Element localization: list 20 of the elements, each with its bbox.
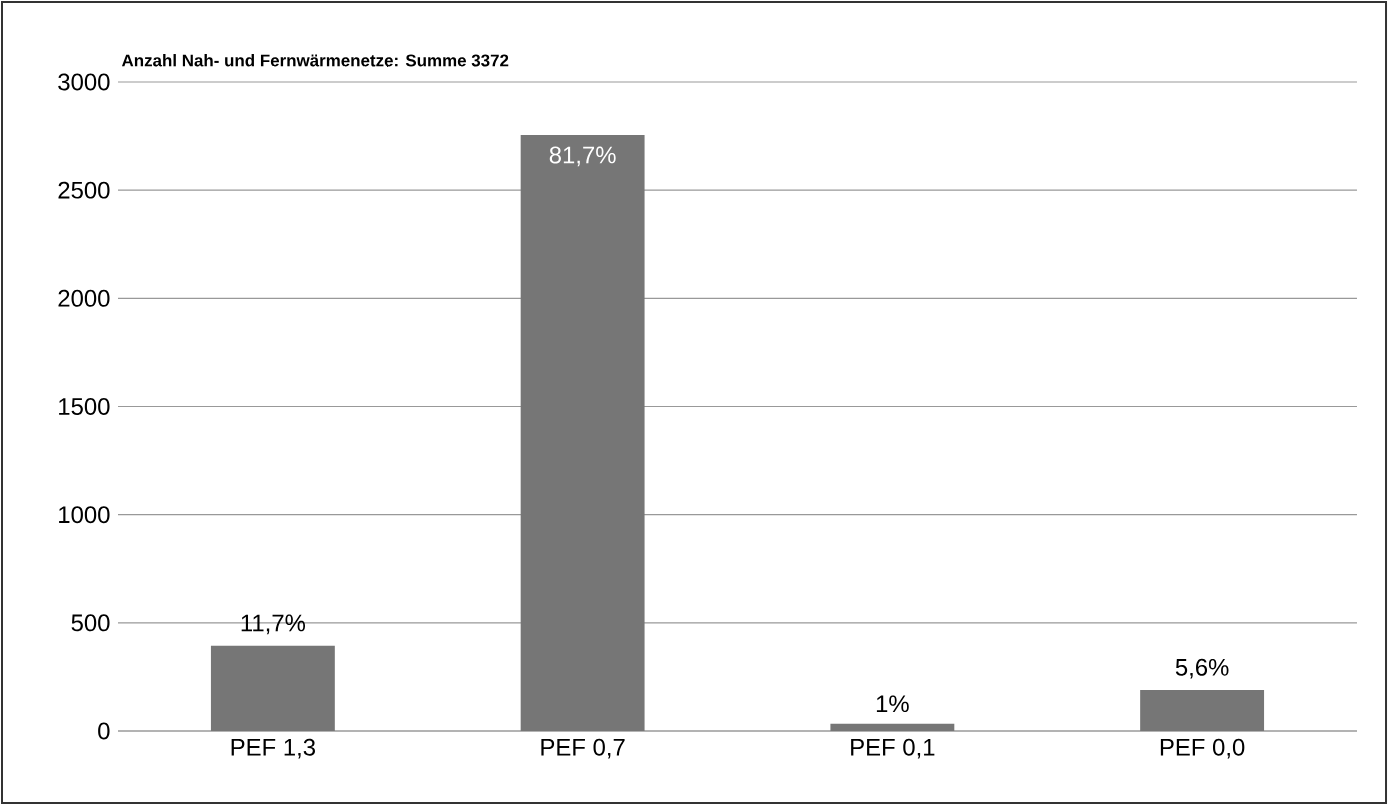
- bar: [830, 723, 955, 731]
- annotation: 5,6%: [1175, 658, 1229, 679]
- y-tick-label: 2000: [58, 289, 110, 307]
- y-tick-label: 1500: [59, 398, 110, 415]
- annotation: 1%: [876, 695, 909, 713]
- annotation: 81,7%: [549, 146, 616, 167]
- x-tick-label: PEF 0,7: [541, 738, 625, 759]
- y-tick-label: 3000: [58, 73, 110, 91]
- annotation: 11,7%: [241, 614, 306, 635]
- bar: [210, 645, 335, 731]
- x-tick-label: PEF 1,3: [231, 738, 315, 759]
- y-tick-label: 2500: [58, 181, 110, 199]
- y-tick-label: 1000: [59, 506, 110, 524]
- chart-title: Anzahl Nah- und Fernwärmenetze: Summe 3372: [121, 54, 509, 67]
- bar: [520, 134, 645, 731]
- x-tick-label: PEF 0,1: [851, 738, 935, 759]
- y-tick-label: 0: [98, 722, 110, 740]
- y-tick-label: 500: [71, 614, 110, 632]
- bar: [1140, 690, 1265, 731]
- x-tick-label: PEF 0,0: [1160, 738, 1245, 759]
